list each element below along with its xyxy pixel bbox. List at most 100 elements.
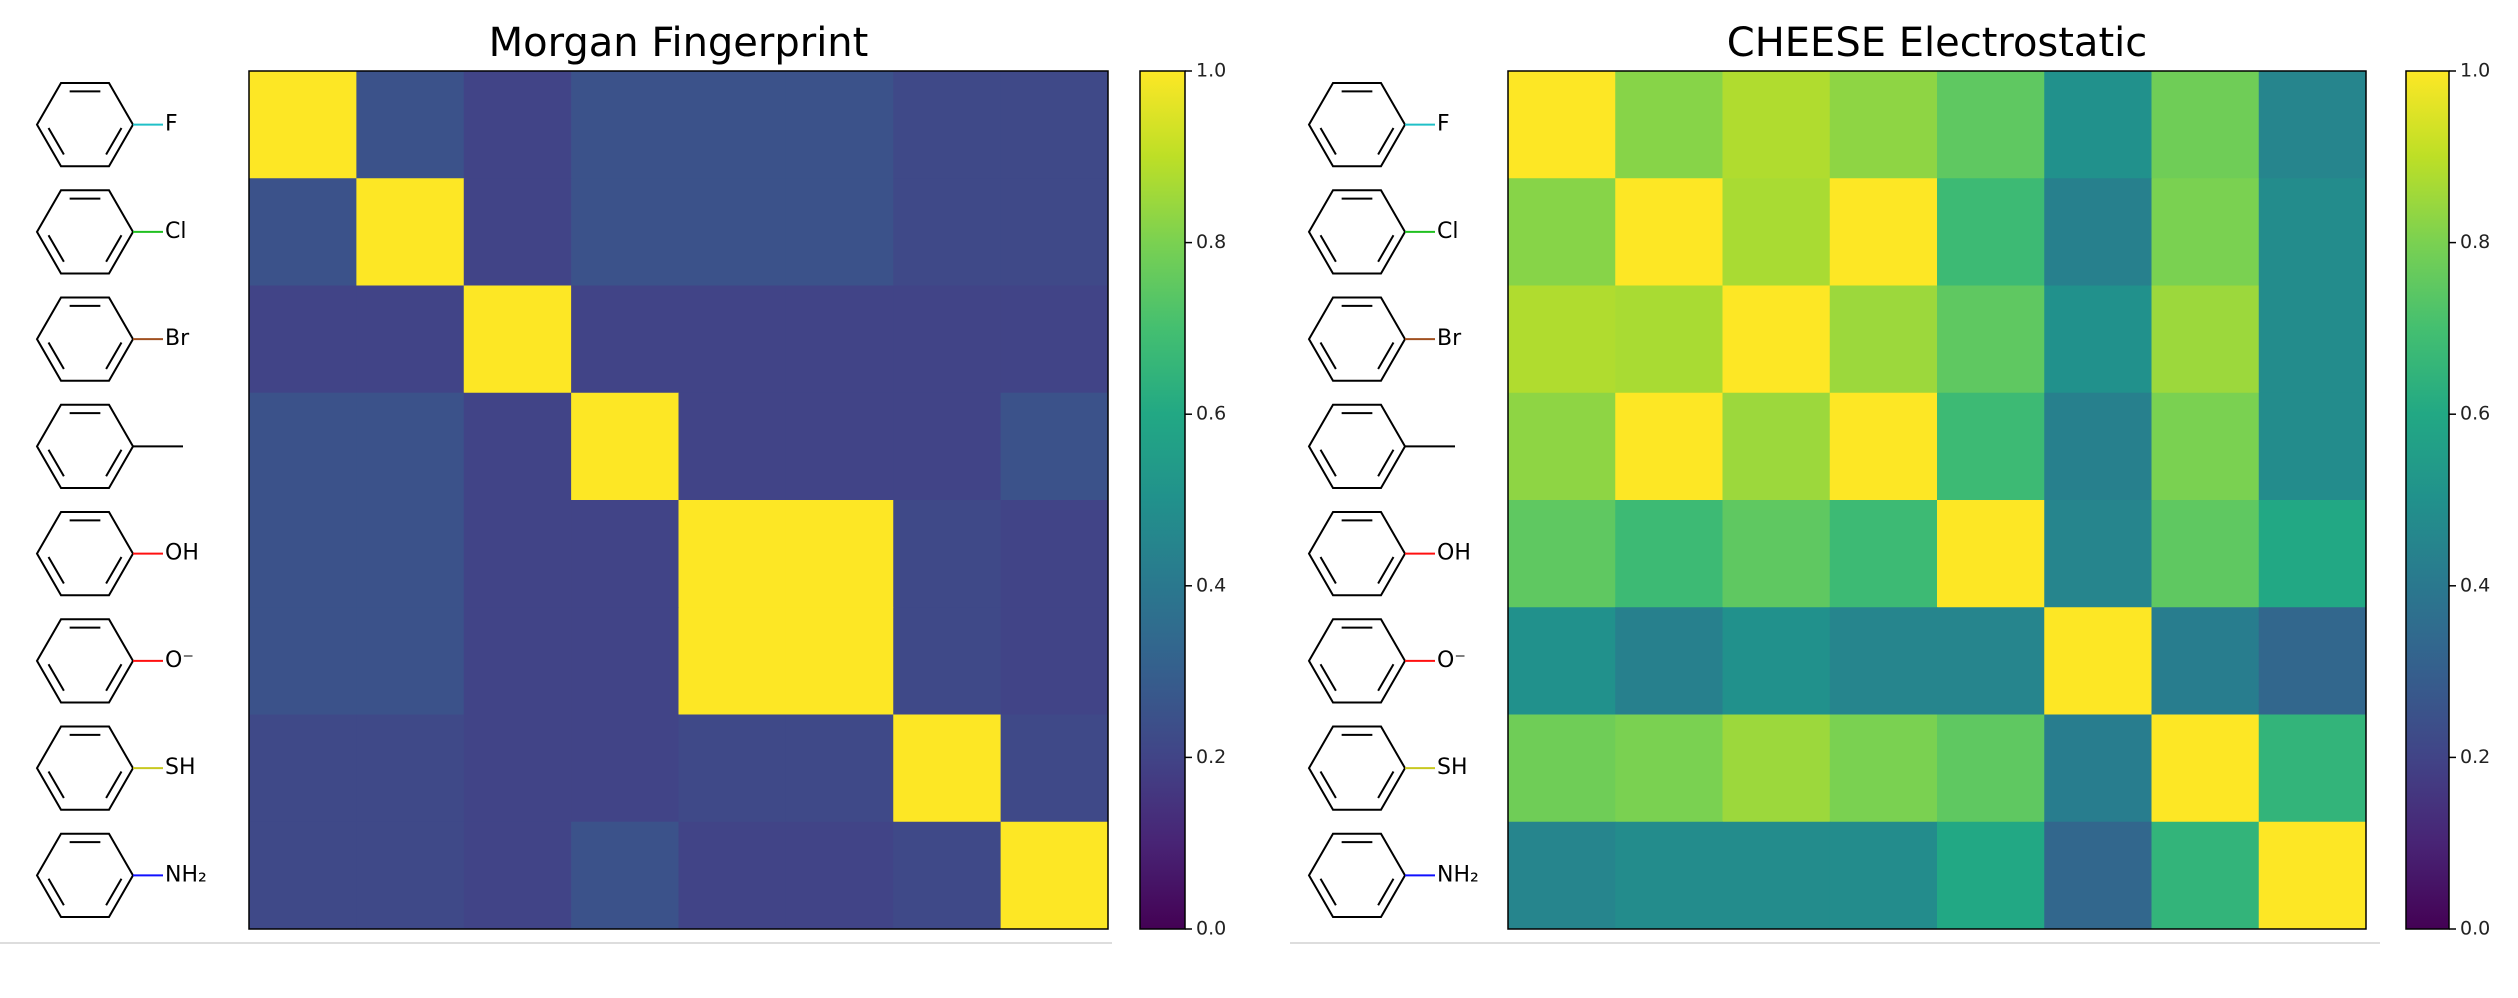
double-bond — [105, 663, 123, 692]
double-bond — [1377, 770, 1395, 799]
heatmap-cell — [571, 392, 679, 501]
molecule: NH₂ — [35, 832, 207, 918]
molecule: Cl — [1307, 189, 1458, 275]
heatmap-cell — [893, 714, 1002, 823]
double-bond — [105, 234, 123, 263]
double-bond — [1319, 770, 1337, 799]
colorbar-tick-label: 0.0 — [1196, 918, 1226, 940]
heatmap-cell — [2258, 714, 2367, 823]
heatmap-cell — [1722, 821, 1831, 930]
heatmap-cell — [571, 178, 679, 286]
heatmap-cell — [463, 178, 572, 286]
heatmap-cell — [1508, 714, 1616, 823]
heatmap-cell — [1937, 821, 2045, 930]
heatmap-cell — [356, 607, 465, 715]
row-label: F — [1437, 112, 1450, 137]
heatmap-cell — [1000, 821, 1109, 930]
colorbar-tick-label: 1.0 — [2460, 60, 2490, 82]
heatmap-cell — [571, 607, 679, 715]
heatmap-cell — [785, 714, 894, 823]
benzene-ring — [35, 511, 135, 597]
heatmap-cell — [893, 821, 1002, 930]
double-bond — [105, 878, 123, 906]
heatmap-cell — [571, 285, 679, 394]
heatmap-cell — [1937, 607, 2045, 715]
heatmap-cell — [1937, 714, 2045, 823]
double-bond — [47, 663, 65, 692]
double-bond — [1319, 449, 1337, 477]
heatmap-cell — [249, 71, 357, 179]
heatmap-cell — [1937, 71, 2045, 179]
heatmap-cell — [356, 392, 465, 501]
heatmap-cell — [785, 500, 894, 608]
benzene-ring — [35, 189, 135, 275]
heatmap-cell — [1000, 607, 1109, 715]
heatmap-cell — [2258, 71, 2367, 179]
double-bond — [1377, 234, 1395, 263]
heatmap-cell — [678, 714, 787, 823]
heatmap-cell — [1829, 607, 1938, 715]
benzene-ring — [1307, 189, 1407, 275]
benzene-ring — [35, 725, 135, 811]
colorbar-tick-label: 0.0 — [2460, 918, 2490, 940]
heatmap-cell — [1508, 178, 1616, 286]
heatmap-cell — [2151, 821, 2260, 930]
double-bond — [1319, 663, 1337, 692]
heatmap-cell — [356, 71, 465, 179]
heatmap-cell — [1000, 714, 1109, 823]
heatmap-cell — [356, 821, 465, 930]
colorbar-tick-label: 0.4 — [2460, 574, 2490, 596]
heatmap-cell — [463, 821, 572, 930]
heatmap-cell — [893, 71, 1002, 179]
heatmap-cell — [2044, 285, 2152, 394]
double-bond — [1377, 341, 1395, 370]
heatmap-cell — [785, 392, 894, 501]
heatmap-cell — [678, 607, 787, 715]
heatmap-cell — [893, 178, 1002, 286]
row-label: OH — [165, 541, 199, 566]
heatmap-cell — [678, 178, 787, 286]
heatmap-cell — [356, 178, 465, 286]
heatmap-cell — [785, 285, 894, 394]
benzene-ring — [35, 296, 135, 382]
heatmap-frame — [248, 70, 1109, 930]
double-bond — [105, 770, 123, 799]
heatmap-cell — [1508, 71, 1616, 179]
heatmap-cell — [2044, 178, 2152, 286]
heatmap-cell — [1937, 500, 2045, 608]
heatmap-cell — [678, 821, 787, 930]
heatmap-cell — [571, 714, 679, 823]
heatmap-cell — [1722, 392, 1831, 501]
heatmap-cell — [1722, 714, 1831, 823]
benzene-ring — [1307, 296, 1407, 382]
heatmap-cell — [1829, 821, 1938, 930]
double-bond — [47, 770, 65, 799]
double-bond — [1377, 127, 1395, 156]
molecule: O⁻ — [35, 618, 194, 704]
heatmap-cell — [249, 607, 357, 715]
heatmap-cell — [1722, 607, 1831, 715]
heatmap-cell — [1508, 285, 1616, 394]
heatmap-cell — [463, 714, 572, 823]
row-label: Cl — [1437, 219, 1458, 244]
row-label: Br — [165, 326, 190, 351]
benzene-ring — [35, 618, 135, 704]
benzene-ring — [35, 832, 135, 918]
heatmap-cell — [2151, 714, 2260, 823]
heatmap-cell — [1829, 71, 1938, 179]
heatmap-cell — [678, 500, 787, 608]
heatmap-cell — [785, 607, 894, 715]
heatmap-cell — [1000, 500, 1109, 608]
heatmap-cell — [1615, 392, 1723, 501]
double-bond — [1377, 878, 1395, 906]
double-bond — [47, 127, 65, 156]
heatmap-cell — [2151, 71, 2260, 179]
double-bond — [1377, 556, 1395, 585]
double-bond — [105, 127, 123, 156]
row-label: OH — [1437, 541, 1471, 566]
heatmap-cell — [463, 71, 572, 179]
colorbar — [1139, 70, 1186, 930]
row-label: NH₂ — [165, 862, 207, 887]
molecule: F — [1307, 82, 1450, 168]
